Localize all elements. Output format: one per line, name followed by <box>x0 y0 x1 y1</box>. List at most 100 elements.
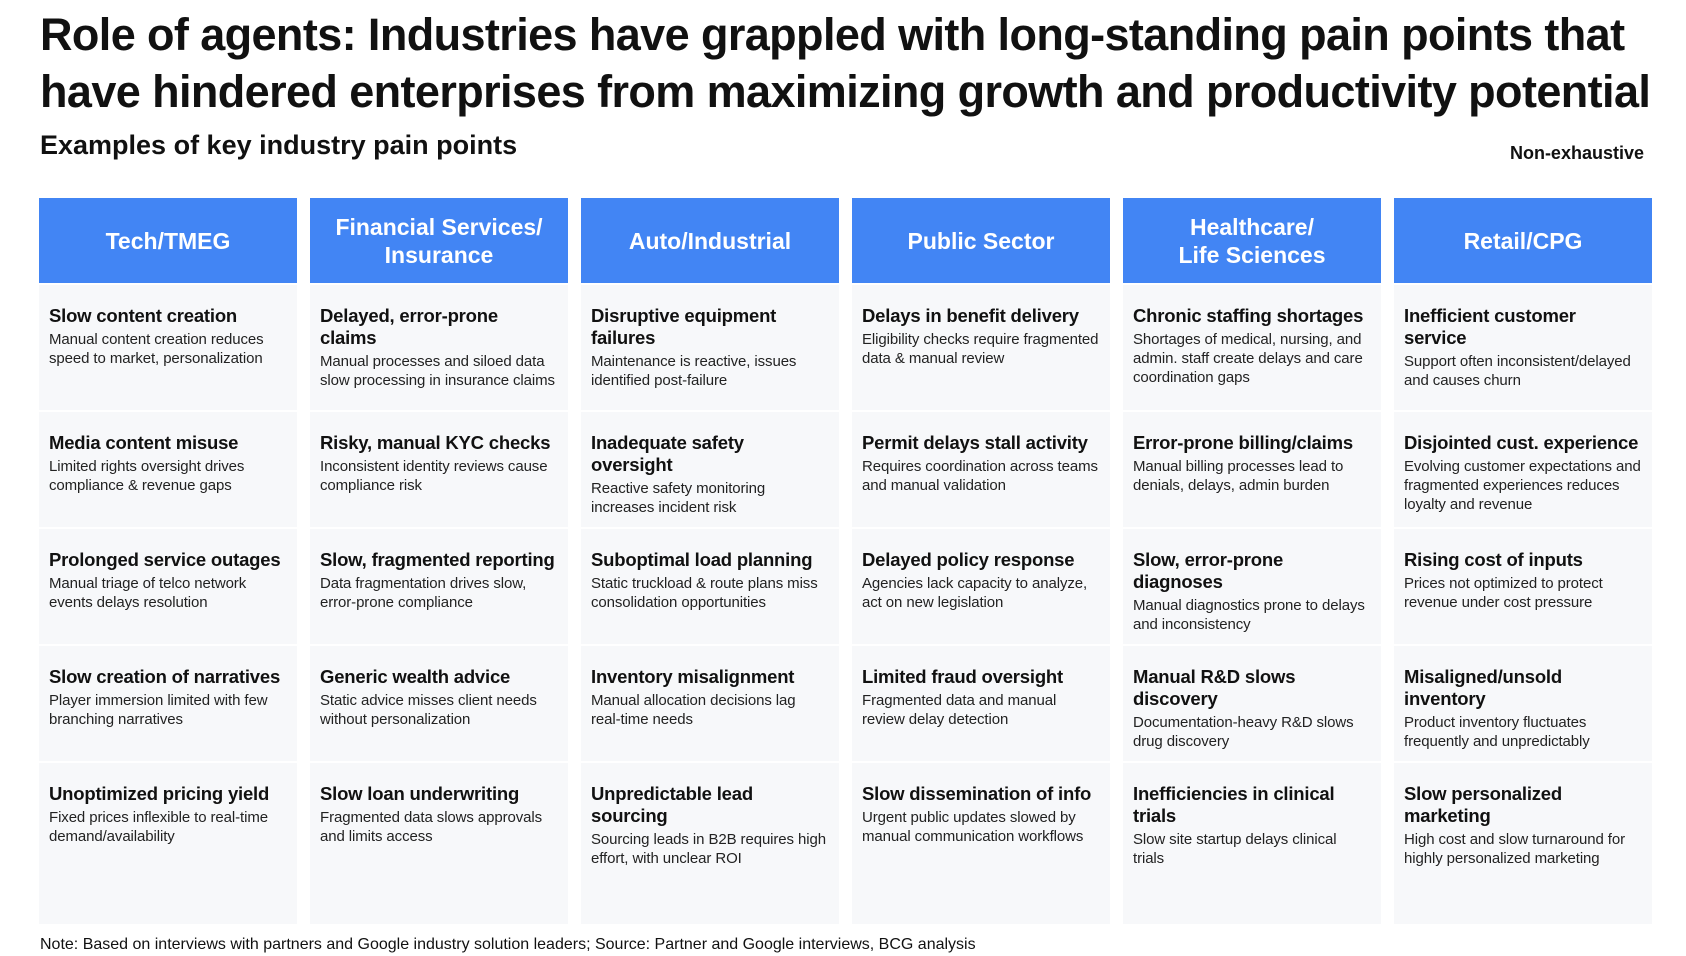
pain-point-title: Manual R&D slows discovery <box>1133 666 1296 709</box>
pain-point-title: Unpredictable lead sourcing <box>591 783 753 826</box>
pain-point-card: Suboptimal load planning Static truckload… <box>581 529 839 644</box>
pain-point-title: Delayed policy response <box>862 549 1075 570</box>
pain-point-title: Disruptive equipment failures <box>591 305 777 348</box>
pain-point-description: Manual diagnostics prone to delays and i… <box>1133 597 1365 633</box>
pain-point-card: Delayed, error-prone claims Manual proces… <box>310 285 568 410</box>
pain-point-card: Slow, fragmented reporting Data fragmenta… <box>310 529 568 644</box>
pain-point-card: Inadequate safety oversight Reactive safe… <box>581 412 839 527</box>
pain-point-title: Misaligned/unsold inventory <box>1404 666 1562 709</box>
column-header: Auto/Industrial <box>581 198 839 283</box>
pain-point-card: Limited fraud oversight Fragmented data a… <box>852 646 1110 761</box>
pain-point-description: Maintenance is reactive, issues identifi… <box>591 353 797 389</box>
pain-point-title: Slow dissemination of info <box>862 783 1092 804</box>
pain-point-card: Slow personalized marketing High cost and… <box>1394 763 1652 924</box>
pain-point-description: Product inventory fluctuates frequently … <box>1404 714 1590 750</box>
pain-point-description: Static truckload & route plans miss cons… <box>591 575 818 611</box>
pain-point-title: Media content misuse <box>49 432 239 453</box>
pain-point-card: Disjointed cust. experience Evolving cust… <box>1394 412 1652 527</box>
industry-column-financial-services: Financial Services/ Insurance Delayed, e… <box>310 198 568 924</box>
pain-point-description: Manual triage of telco network events de… <box>49 575 247 611</box>
pain-point-title: Delays in benefit delivery <box>862 305 1079 326</box>
pain-point-title: Slow loan underwriting <box>320 783 520 804</box>
pain-point-description: Support often inconsistent/delayed and c… <box>1404 353 1631 389</box>
pain-point-description: Limited rights oversight drives complian… <box>49 458 245 494</box>
pain-point-title: Chronic staffing shortages <box>1133 305 1364 326</box>
column-header: Tech/TMEG <box>39 198 297 283</box>
pain-point-title: Slow creation of narratives <box>49 666 281 687</box>
pain-point-title: Inefficiencies in clinical trials <box>1133 783 1335 826</box>
pain-point-description: Sourcing leads in B2B requires high effo… <box>591 831 826 867</box>
page-subtitle: Examples of key industry pain points <box>40 130 518 160</box>
column-header: Public Sector <box>852 198 1110 283</box>
pain-point-title: Rising cost of inputs <box>1404 549 1583 570</box>
pain-point-description: Fixed prices inflexible to real-time dem… <box>49 809 268 845</box>
pain-point-card: Permit delays stall activity Requires coo… <box>852 412 1110 527</box>
pain-point-title: Permit delays stall activity <box>862 432 1088 453</box>
pain-point-card: Manual R&D slows discovery Documentation-… <box>1123 646 1381 761</box>
pain-point-description: High cost and slow turnaround for highly… <box>1404 831 1625 867</box>
pain-point-card: Generic wealth advice Static advice misse… <box>310 646 568 761</box>
page-title: Role of agents: Industries have grappled… <box>40 9 1651 117</box>
pain-point-description: Shortages of medical, nursing, and admin… <box>1133 331 1363 386</box>
industry-column-public-sector: Public Sector Delays in benefit delivery… <box>852 198 1110 924</box>
pain-point-title: Prolonged service outages <box>49 549 281 570</box>
pain-point-title: Disjointed cust. experience <box>1404 432 1639 453</box>
pain-point-title: Delayed, error-prone claims <box>320 305 498 348</box>
pain-point-description: Agencies lack capacity to analyze, act o… <box>862 575 1088 611</box>
pain-point-title: Unoptimized pricing yield <box>49 783 270 804</box>
pain-point-card: Slow creation of narratives Player immers… <box>39 646 297 761</box>
column-header: Financial Services/ Insurance <box>310 198 568 283</box>
pain-point-card: Slow dissemination of info Urgent public … <box>852 763 1110 924</box>
pain-point-card: Media content misuse Limited rights overs… <box>39 412 297 527</box>
pain-point-card: Disruptive equipment failures Maintenance… <box>581 285 839 410</box>
pain-point-card: Inventory misalignment Manual allocation … <box>581 646 839 761</box>
pain-point-title: Slow, fragmented reporting <box>320 549 555 570</box>
pain-point-title: Inadequate safety oversight <box>591 432 744 475</box>
pain-point-description: Slow site startup delays clinical trials <box>1133 831 1337 867</box>
pain-point-description: Requires coordination across teams and m… <box>862 458 1098 494</box>
pain-point-title: Inventory misalignment <box>591 666 795 687</box>
pain-point-title: Slow personalized marketing <box>1404 783 1562 826</box>
pain-point-description: Fragmented data and manual review delay … <box>862 692 1057 728</box>
pain-point-card: Slow content creation Manual content crea… <box>39 285 297 410</box>
non-exhaustive-tag: Non-exhaustive <box>1509 143 1644 163</box>
pain-point-card: Inefficiencies in clinical trials Slow si… <box>1123 763 1381 924</box>
pain-point-description: Fragmented data slows approvals and limi… <box>320 809 543 845</box>
pain-point-description: Inconsistent identity reviews cause comp… <box>320 458 548 494</box>
pain-point-description: Manual content creation reduces speed to… <box>49 331 264 367</box>
pain-point-card: Prolonged service outages Manual triage o… <box>39 529 297 644</box>
pain-points-grid: Tech/TMEG Slow content creation Manual co… <box>39 198 1652 924</box>
industry-column-tech-tmeg: Tech/TMEG Slow content creation Manual co… <box>39 198 297 924</box>
pain-point-title: Slow content creation <box>49 305 238 326</box>
pain-point-description: Manual allocation decisions lag real-tim… <box>591 692 796 728</box>
pain-point-title: Risky, manual KYC checks <box>320 432 551 453</box>
pain-point-title: Generic wealth advice <box>320 666 511 687</box>
industry-column-retail-cpg: Retail/CPG Inefficient customer service S… <box>1394 198 1652 924</box>
pain-point-card: Slow loan underwriting Fragmented data sl… <box>310 763 568 924</box>
pain-point-description: Reactive safety monitoring increases inc… <box>591 480 766 516</box>
pain-point-card: Delayed policy response Agencies lack cap… <box>852 529 1110 644</box>
pain-point-card: Chronic staffing shortages Shortages of m… <box>1123 285 1381 410</box>
pain-point-description: Documentation-heavy R&D slows drug disco… <box>1133 714 1354 750</box>
pain-point-title: Inefficient customer service <box>1404 305 1576 348</box>
pain-point-description: Data fragmentation drives slow, error-pr… <box>320 575 527 611</box>
pain-point-title: Limited fraud oversight <box>862 666 1063 687</box>
pain-point-card: Error-prone billing/claims Manual billing… <box>1123 412 1381 527</box>
pain-point-description: Static advice misses client needs withou… <box>320 692 537 728</box>
pain-point-card: Rising cost of inputs Prices not optimize… <box>1394 529 1652 644</box>
pain-point-card: Misaligned/unsold inventory Product inven… <box>1394 646 1652 761</box>
pain-point-card: Inefficient customer service Support ofte… <box>1394 285 1652 410</box>
pain-point-card: Unoptimized pricing yield Fixed prices in… <box>39 763 297 924</box>
industry-column-healthcare: Healthcare/ Life Sciences Chronic staffi… <box>1123 198 1381 924</box>
pain-point-description: Eligibility checks require fragmented da… <box>862 331 1099 367</box>
pain-point-description: Evolving customer expectations and fragm… <box>1404 458 1641 513</box>
pain-point-description: Manual billing processes lead to denials… <box>1133 458 1344 494</box>
pain-point-description: Urgent public updates slowed by manual c… <box>862 809 1084 845</box>
pain-point-description: Prices not optimized to protect revenue … <box>1404 575 1603 611</box>
pain-point-title: Error-prone billing/claims <box>1133 432 1353 453</box>
pain-point-card: Risky, manual KYC checks Inconsistent ide… <box>310 412 568 527</box>
pain-point-card: Delays in benefit delivery Eligibility ch… <box>852 285 1110 410</box>
column-header: Healthcare/ Life Sciences <box>1123 198 1381 283</box>
pain-point-title: Suboptimal load planning <box>591 549 813 570</box>
pain-point-title: Slow, error-prone diagnoses <box>1133 549 1284 592</box>
